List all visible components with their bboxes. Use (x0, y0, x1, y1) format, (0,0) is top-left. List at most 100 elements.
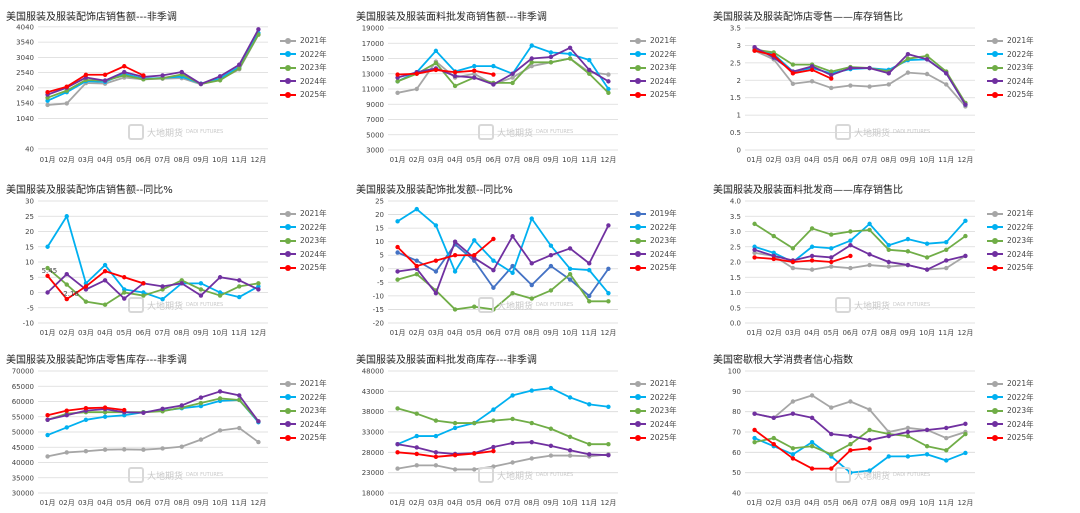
x-tick-label: 07月 (505, 499, 521, 507)
x-tick-label: 04月 (804, 329, 820, 337)
chart-svg: 18000 23000 28000 33000 38000 43000 48000 01月 02… (362, 368, 618, 507)
data-point (752, 439, 757, 445)
legend-item: 2025年 (630, 261, 700, 275)
y-tick-label: 30000 (12, 490, 34, 498)
series-line (754, 429, 966, 456)
legend-swatch (987, 78, 1003, 85)
data-point (452, 452, 458, 458)
data-point (452, 70, 458, 75)
chart-panel-9: 美国密歇根大学消费者信心指数 40 50 60 70 80 90 100 01月 02月 03月 04… (707, 343, 1067, 513)
data-point (567, 395, 573, 400)
x-tick-label: 05月 (466, 156, 482, 164)
data-point (452, 83, 458, 89)
y-tick-label: 3040 (16, 54, 34, 62)
legend-swatch (630, 407, 646, 414)
legend-swatch (987, 51, 1003, 58)
data-point (395, 72, 400, 77)
data-point (64, 214, 69, 219)
data-point (491, 258, 496, 263)
legend-swatch (630, 224, 646, 231)
data-point (809, 64, 815, 69)
chart-svg: -20 -15 -10 -5 0 5 10 15 20 25 01月 02月 03月 04月 05月 06月 0… (373, 198, 618, 337)
watermark-subtext: DADI FUTURES (186, 472, 224, 478)
data-point (64, 450, 69, 455)
data-point (102, 414, 108, 419)
series-line (754, 437, 966, 474)
legend-swatch (280, 264, 296, 271)
data-point (567, 246, 573, 251)
legend-label: 2022年 (300, 222, 327, 232)
legend-swatch (280, 251, 296, 258)
y-tick-label: 9000 (366, 101, 384, 109)
legend-label: 2021年 (1007, 36, 1034, 46)
x-tick-label: 10月 (919, 499, 935, 507)
data-point (433, 418, 439, 423)
y-tick-label: 15 (25, 243, 34, 251)
series-line (397, 441, 609, 457)
data-point (771, 435, 776, 441)
legend-item: 2023年 (987, 404, 1057, 418)
data-point (587, 299, 592, 304)
data-label: 5.45 (42, 267, 58, 275)
data-point (529, 282, 534, 288)
data-point (237, 294, 242, 300)
data-point (848, 433, 853, 439)
data-point (83, 449, 89, 454)
x-tick-label: 06月 (135, 499, 151, 507)
data-point (924, 267, 930, 272)
legend-swatch (280, 78, 296, 85)
data-point (472, 75, 477, 80)
data-point (64, 296, 69, 302)
legend-label: 2025年 (650, 263, 677, 273)
data-point (905, 51, 911, 57)
legend-label: 2021年 (650, 36, 677, 46)
watermark-subtext: DADI FUTURES (893, 472, 931, 478)
data-point (963, 450, 968, 456)
watermark-text: 大地期货 (497, 471, 534, 482)
data-point (102, 78, 108, 83)
watermark-logo: 大地期货 DADI FUTURES (128, 467, 223, 483)
data-point (45, 89, 50, 95)
legend: 2021年 2022年 2023年 2024年 2025年 (987, 377, 1057, 445)
y-tick-label: 1540 (16, 100, 34, 108)
data-point (809, 267, 815, 272)
data-point (905, 425, 911, 431)
chart-title: 美国服装及服装面料批发商——库存销售比 (713, 185, 903, 196)
y-tick-label: 3.5 (730, 25, 741, 33)
data-point (491, 407, 496, 412)
y-tick-label: 65000 (12, 383, 34, 391)
y-tick-label: 38000 (362, 408, 384, 416)
series-line (397, 57, 610, 94)
legend-swatch (987, 210, 1003, 217)
legend: 2019年 2022年 2023年 2024年 2025年 (630, 207, 700, 275)
data-point (141, 447, 146, 452)
y-tick-label: 3 (737, 42, 741, 50)
y-tick-label: 33000 (362, 429, 384, 437)
data-point (45, 102, 50, 108)
data-point (160, 406, 165, 412)
data-point (963, 253, 968, 259)
legend-label: 2023年 (650, 63, 677, 73)
legend-swatch (630, 264, 646, 271)
data-point (752, 250, 757, 256)
legend-label: 2019年 (650, 209, 677, 219)
y-tick-label: -15 (373, 306, 384, 314)
data-point (452, 253, 458, 258)
y-tick-label: 15 (375, 225, 384, 233)
data-point (548, 453, 554, 458)
x-tick-label: 02月 (409, 329, 425, 337)
chart-title: 美国服装及服装面料批发商库存---非季调 (356, 355, 537, 366)
x-tick-label: 06月 (842, 156, 858, 164)
data-point (179, 403, 184, 408)
data-point (256, 284, 261, 289)
y-tick-label: 3.0 (730, 228, 741, 236)
legend-item: 2024年 (987, 248, 1057, 262)
x-tick-label: 03月 (785, 329, 801, 337)
legend-swatch (280, 237, 296, 244)
data-point (414, 411, 419, 416)
legend-item: 2025年 (987, 431, 1057, 445)
data-point (924, 452, 930, 457)
data-point (510, 393, 515, 398)
data-point (102, 409, 108, 415)
data-point (790, 452, 796, 457)
